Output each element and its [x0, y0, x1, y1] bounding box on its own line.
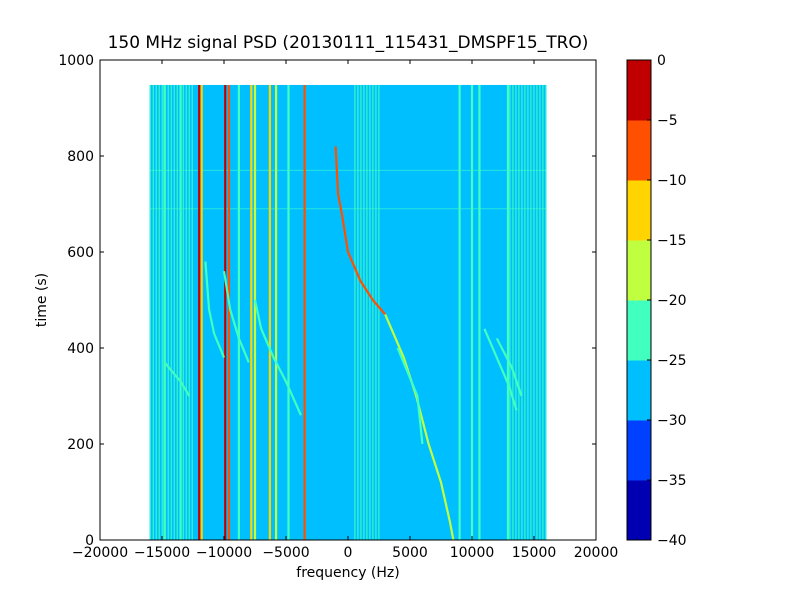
colorbar-tick-label: −20	[657, 293, 687, 309]
noise-band-stripe	[545, 84, 547, 540]
noise-band-stripe	[375, 84, 377, 540]
noise-band-stripe	[360, 84, 362, 540]
noise-band-stripe	[176, 84, 178, 540]
x-axis: −20000 −15000 −10000 −5000 0 5000 10000 15000 20…	[72, 60, 618, 561]
x-tick-label: −10000	[196, 545, 252, 561]
noise-band-stripe	[191, 84, 193, 540]
doppler-curve	[483, 328, 518, 411]
colorbar-tick-label: −25	[657, 353, 687, 369]
noise-band-stripe	[155, 84, 157, 540]
x-tick-label: 20000	[574, 545, 619, 561]
colorbar-segment	[627, 180, 651, 241]
noise-band-stripe	[533, 84, 535, 540]
noise-band-stripe	[539, 84, 541, 540]
noise-band-stripe	[530, 84, 532, 540]
noise-band-stripe	[509, 84, 511, 540]
colorbar-tick-label: −5	[657, 113, 678, 129]
noise-band-stripe	[182, 84, 184, 540]
colorbar-segment	[627, 300, 651, 361]
doppler-curve	[253, 299, 302, 416]
colorbar-tick-label: −40	[657, 533, 687, 549]
noise-band-stripe	[188, 84, 190, 540]
doppler-curve	[396, 347, 424, 445]
noise-band-stripe	[515, 84, 517, 540]
y-axis: 0 200 400 600 800 1000	[58, 53, 596, 549]
x-tick-label: 0	[344, 545, 353, 561]
noise-band-stripe	[518, 84, 520, 540]
noise-band-stripe	[372, 84, 374, 540]
noise-band-stripe	[369, 84, 371, 540]
noise-band-stripe	[363, 84, 365, 540]
noise-band-stripe	[542, 84, 544, 540]
noise-band-stripe	[527, 84, 529, 540]
noise-band-stripe	[536, 84, 538, 540]
x-tick-label: 15000	[512, 545, 557, 561]
doppler-curve	[204, 261, 226, 359]
doppler-curve	[222, 271, 250, 363]
noise-band-stripe	[512, 84, 514, 540]
x-axis-label: frequency (Hz)	[296, 565, 399, 581]
noise-band-stripe	[378, 84, 380, 540]
y-tick-label: 1000	[58, 53, 94, 69]
noise-band-stripe	[152, 84, 154, 540]
noise-band-stripe	[357, 84, 359, 540]
noise-band-stripe	[173, 84, 175, 540]
colorbar-tick-label: −30	[657, 413, 687, 429]
colorbar: −40 −35 −30 −25 −20 −15 −10 −5 0	[626, 53, 687, 549]
doppler-curve	[384, 313, 455, 540]
noise-band-stripe	[161, 84, 163, 540]
colorbar-segment	[627, 60, 651, 121]
y-tick-label: 400	[67, 341, 94, 357]
x-tick-label: −15000	[134, 545, 190, 561]
colorbar-tick-label: −15	[657, 233, 687, 249]
doppler-curve	[163, 361, 191, 397]
noise-band-stripe	[158, 84, 160, 540]
colorbar-segment	[627, 360, 651, 421]
colorbar-segment	[627, 120, 651, 181]
x-tick-label: −5000	[262, 545, 309, 561]
doppler-curve	[495, 337, 523, 397]
colorbar-tick-label: −10	[657, 173, 687, 189]
x-tick-label: 10000	[450, 545, 495, 561]
y-tick-label: 0	[85, 533, 94, 549]
x-tick-label: −20000	[72, 545, 128, 561]
colorbar-segment	[627, 420, 651, 481]
x-tick-label: 5000	[392, 545, 428, 561]
colorbar-tick-label: 0	[657, 53, 666, 69]
colorbar-segment	[627, 480, 651, 541]
y-tick-label: 200	[67, 437, 94, 453]
heatmap-layer	[149, 84, 547, 540]
noise-band-stripe	[354, 84, 356, 540]
colorbar-tick-label: −35	[657, 473, 687, 489]
doppler-curve	[334, 146, 387, 316]
noise-band-stripe	[170, 84, 172, 540]
colorbar-segment	[627, 240, 651, 301]
noise-band-stripe	[524, 84, 526, 540]
y-tick-label: 600	[67, 245, 94, 261]
y-axis-label: time (s)	[34, 273, 50, 327]
noise-band-stripe	[167, 84, 169, 540]
noise-band-stripe	[366, 84, 368, 540]
noise-band-stripe	[521, 84, 523, 540]
chart-title: 150 MHz signal PSD (20130111_115431_DMSP…	[108, 33, 589, 53]
noise-band-stripe	[185, 84, 187, 540]
noise-band-stripe	[149, 84, 151, 540]
y-tick-label: 800	[67, 149, 94, 165]
